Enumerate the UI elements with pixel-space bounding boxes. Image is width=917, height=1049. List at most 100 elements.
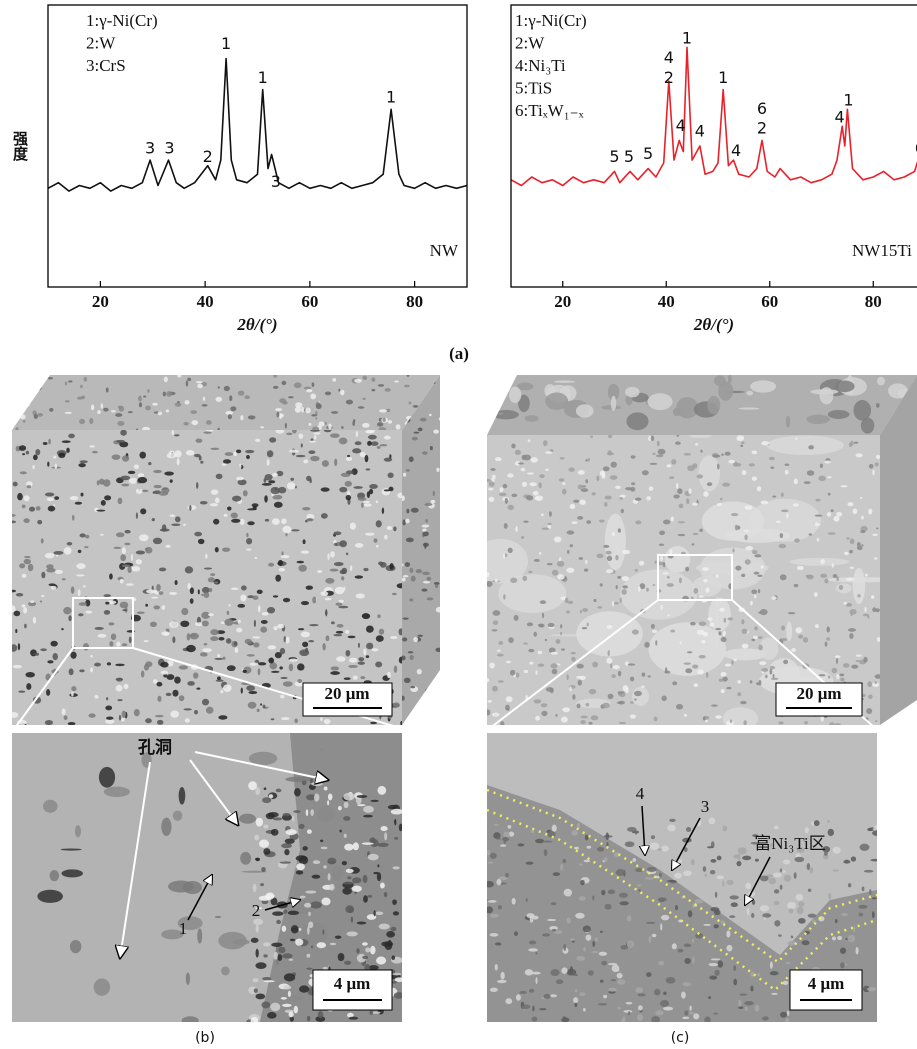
texture-blob bbox=[268, 480, 276, 484]
texture-blob bbox=[298, 928, 302, 931]
texture-blob bbox=[376, 422, 384, 427]
texture-blob bbox=[15, 427, 19, 430]
texture-blob bbox=[244, 638, 252, 645]
texture-blob bbox=[205, 420, 212, 425]
texture-blob bbox=[405, 537, 414, 543]
texture-blob bbox=[509, 669, 516, 676]
texture-blob bbox=[349, 565, 353, 572]
texture-blob bbox=[875, 402, 880, 408]
texture-blob bbox=[787, 901, 796, 910]
texture-blob bbox=[263, 980, 275, 983]
texture-blob bbox=[613, 601, 619, 605]
texture-blob bbox=[402, 637, 408, 642]
texture-blob bbox=[338, 599, 344, 603]
texture-blob bbox=[776, 520, 781, 523]
texture-blob bbox=[270, 828, 279, 836]
texture-blob bbox=[627, 663, 636, 666]
texture-blob bbox=[598, 1003, 607, 1006]
texture-blob bbox=[23, 495, 30, 502]
texture-blob bbox=[660, 604, 663, 611]
texture-blob bbox=[526, 472, 535, 475]
texture-blob bbox=[824, 578, 829, 584]
texture-blob bbox=[641, 685, 645, 688]
texture-blob bbox=[744, 534, 748, 541]
texture-blob bbox=[404, 562, 411, 567]
texture-blob bbox=[288, 958, 294, 961]
texture-blob bbox=[344, 843, 354, 851]
texture-blob bbox=[370, 945, 376, 955]
texture-blob bbox=[677, 488, 683, 495]
texture-blob bbox=[391, 955, 395, 960]
legend-text: 2:W bbox=[515, 33, 545, 52]
texture-blob bbox=[662, 561, 666, 568]
texture-blob bbox=[292, 430, 297, 434]
texture-blob bbox=[648, 935, 652, 944]
texture-blob bbox=[582, 925, 591, 933]
texture-blob bbox=[61, 440, 71, 444]
texture-blob bbox=[322, 966, 328, 970]
peak-label: 5 bbox=[643, 144, 653, 163]
texture-blob bbox=[504, 497, 509, 504]
texture-blob bbox=[344, 480, 353, 487]
texture-blob bbox=[752, 635, 758, 640]
texture-blob bbox=[245, 548, 252, 551]
texture-blob bbox=[297, 679, 303, 684]
texture-blob bbox=[386, 931, 396, 938]
texture-blob bbox=[272, 911, 284, 916]
texture-blob bbox=[744, 1001, 754, 1006]
texture-blob bbox=[714, 891, 718, 898]
texture-blob bbox=[371, 388, 376, 392]
texture-blob bbox=[507, 824, 512, 829]
texture-blob bbox=[834, 655, 841, 658]
texture-blob bbox=[222, 656, 226, 660]
texture-blob bbox=[874, 557, 878, 560]
texture-blob bbox=[636, 884, 642, 887]
texture-blob bbox=[617, 1006, 621, 1010]
texture-blob bbox=[41, 571, 46, 579]
texture-blob bbox=[194, 709, 199, 715]
texture-blob bbox=[244, 395, 250, 400]
texture-blob bbox=[329, 433, 340, 438]
zoom-line bbox=[489, 599, 659, 729]
legend-text: 1:γ-Ni(Cr) bbox=[86, 11, 158, 30]
texture-blob bbox=[503, 838, 507, 844]
texture-blob bbox=[667, 614, 670, 617]
texture-blob bbox=[781, 637, 788, 642]
arrow bbox=[189, 759, 238, 825]
texture-blob bbox=[344, 960, 352, 965]
texture-blob bbox=[647, 393, 673, 411]
texture-blob bbox=[658, 872, 662, 878]
texture-blob bbox=[215, 497, 220, 504]
annotation: 4 bbox=[636, 784, 645, 803]
texture-blob bbox=[293, 1005, 299, 1014]
texture-blob bbox=[779, 574, 787, 581]
texture-blob bbox=[847, 502, 854, 507]
texture-blob bbox=[555, 638, 561, 645]
texture-blob bbox=[607, 383, 620, 401]
texture-blob bbox=[726, 686, 732, 690]
texture-blob bbox=[489, 913, 499, 918]
texture-blob bbox=[214, 547, 219, 553]
texture-blob bbox=[415, 568, 423, 574]
texture-blob bbox=[171, 430, 175, 436]
texture-blob bbox=[152, 491, 155, 494]
texture-blob bbox=[773, 900, 780, 906]
texture-blob bbox=[366, 642, 374, 650]
arrow bbox=[194, 751, 328, 780]
texture-blob bbox=[189, 587, 195, 595]
texture-blob bbox=[285, 995, 304, 1001]
texture-blob bbox=[815, 522, 818, 527]
texture-blob bbox=[153, 469, 162, 474]
texture-blob bbox=[487, 478, 492, 483]
texture-blob bbox=[156, 584, 161, 592]
texture-blob bbox=[522, 454, 531, 461]
texture-blob bbox=[615, 554, 619, 561]
texture-blob bbox=[47, 660, 54, 664]
texture-blob bbox=[255, 993, 266, 1000]
texture-blob bbox=[110, 633, 117, 641]
texture-blob bbox=[231, 518, 241, 523]
texture-blob bbox=[617, 528, 621, 533]
texture-blob bbox=[274, 652, 282, 659]
texture-blob bbox=[383, 489, 391, 492]
texture-blob bbox=[276, 411, 280, 418]
